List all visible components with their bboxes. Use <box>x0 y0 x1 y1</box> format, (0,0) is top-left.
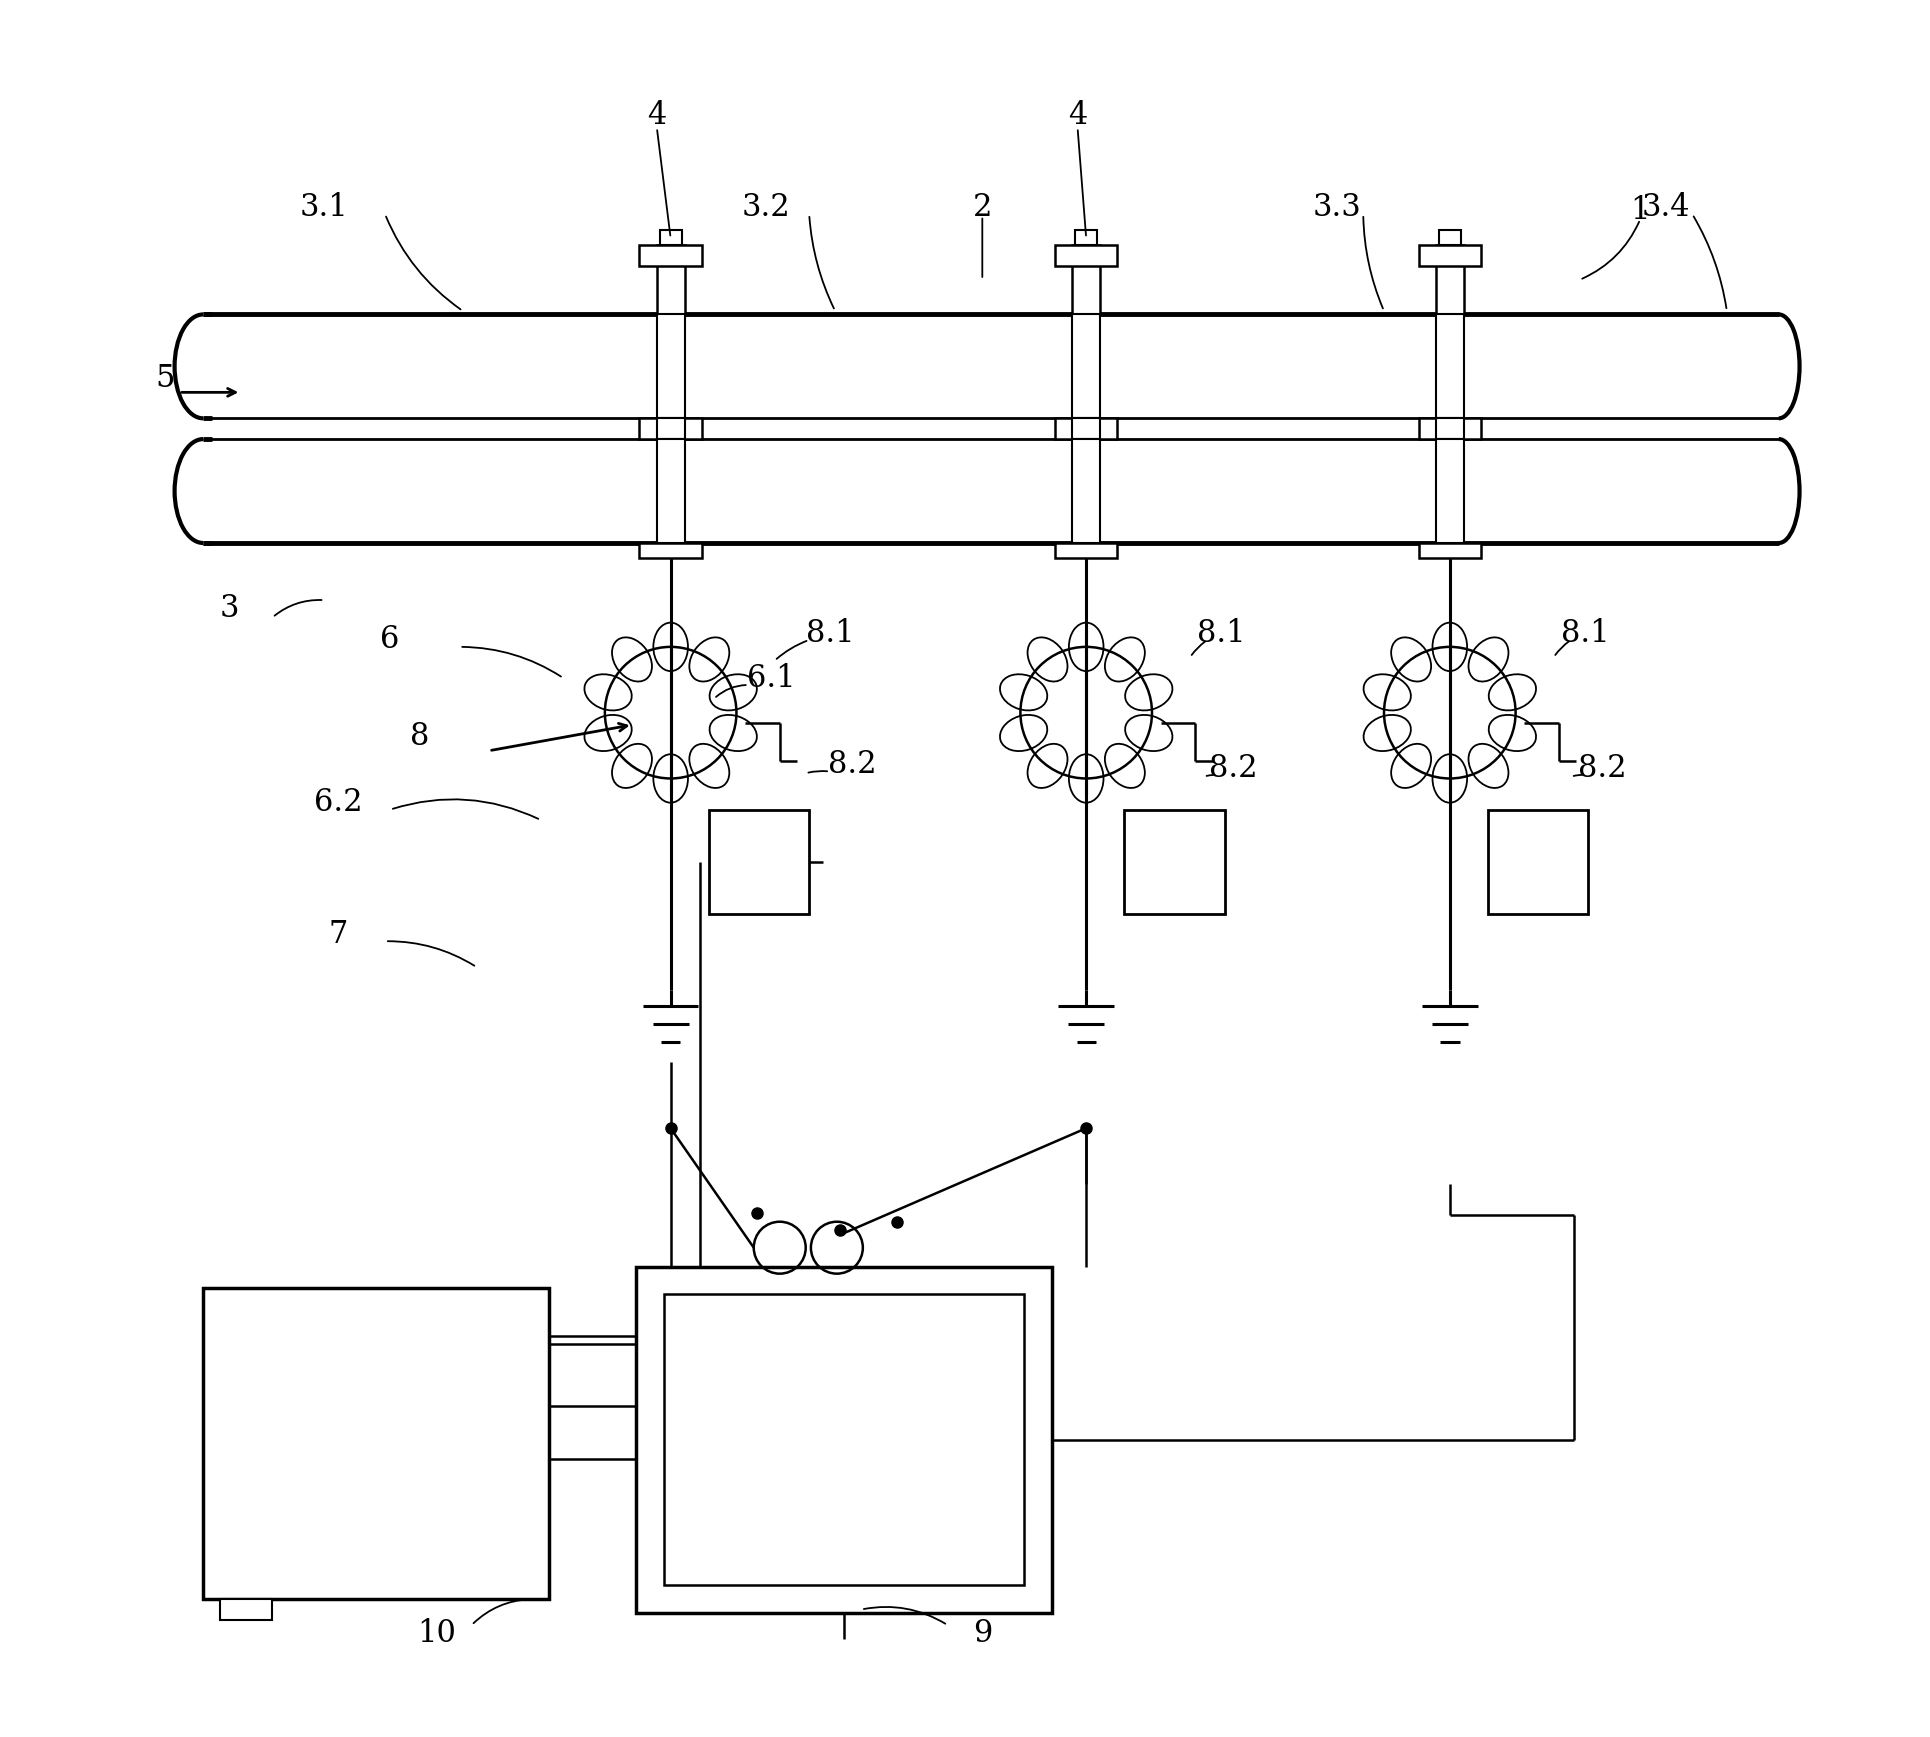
Bar <box>639 245 703 266</box>
Bar <box>1073 245 1100 314</box>
Bar <box>1488 809 1588 914</box>
Text: 8.2: 8.2 <box>1208 752 1258 783</box>
Bar <box>656 314 685 419</box>
Text: 8.1: 8.1 <box>1561 618 1610 648</box>
Bar <box>1436 245 1463 314</box>
Bar <box>656 439 685 544</box>
Bar <box>1436 419 1463 439</box>
Bar <box>1419 544 1480 558</box>
Text: 3.4: 3.4 <box>1642 191 1691 222</box>
Text: 8.1: 8.1 <box>1197 618 1245 648</box>
Bar <box>1073 314 1100 419</box>
Bar <box>1419 419 1480 439</box>
Text: 4: 4 <box>1067 99 1087 130</box>
Bar <box>639 419 703 439</box>
Bar <box>637 1266 1052 1614</box>
Bar <box>203 1287 550 1600</box>
Bar <box>656 419 685 439</box>
Text: 3.3: 3.3 <box>1312 191 1363 222</box>
Text: 6: 6 <box>380 624 400 655</box>
Text: 3.2: 3.2 <box>741 191 789 222</box>
Bar <box>1438 229 1461 245</box>
Bar <box>1073 419 1100 439</box>
Bar <box>639 544 703 558</box>
Text: 2: 2 <box>973 191 992 222</box>
Bar <box>1419 245 1480 266</box>
Bar <box>1436 314 1463 419</box>
Text: 6.1: 6.1 <box>747 662 795 693</box>
Bar <box>708 809 809 914</box>
Bar <box>664 1294 1025 1586</box>
Text: 10: 10 <box>417 1619 455 1650</box>
Text: 7: 7 <box>328 919 347 950</box>
Text: 3.1: 3.1 <box>299 191 349 222</box>
Bar <box>220 1600 272 1621</box>
Bar <box>1056 544 1117 558</box>
Text: 5: 5 <box>154 363 176 394</box>
Bar <box>1125 809 1226 914</box>
Text: 8.2: 8.2 <box>828 749 876 780</box>
Text: 8.2: 8.2 <box>1579 752 1627 783</box>
Text: 8: 8 <box>409 721 428 752</box>
Bar <box>1436 439 1463 544</box>
Bar <box>660 229 681 245</box>
Bar <box>1075 229 1098 245</box>
Bar <box>1056 419 1117 439</box>
Text: 3: 3 <box>220 594 239 624</box>
Bar <box>1056 245 1117 266</box>
Bar <box>656 245 685 314</box>
Text: 9: 9 <box>973 1619 992 1650</box>
Bar <box>1073 439 1100 544</box>
Text: 1: 1 <box>1631 195 1650 226</box>
Text: 4: 4 <box>647 99 666 130</box>
Text: 8.1: 8.1 <box>805 618 855 648</box>
Text: 6.2: 6.2 <box>315 787 363 818</box>
